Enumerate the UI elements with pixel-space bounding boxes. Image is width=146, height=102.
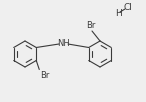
Text: Cl: Cl (124, 3, 132, 12)
Text: Br: Br (86, 21, 96, 29)
Text: NH: NH (57, 39, 69, 48)
Text: H: H (115, 9, 121, 18)
Text: Br: Br (40, 71, 49, 80)
